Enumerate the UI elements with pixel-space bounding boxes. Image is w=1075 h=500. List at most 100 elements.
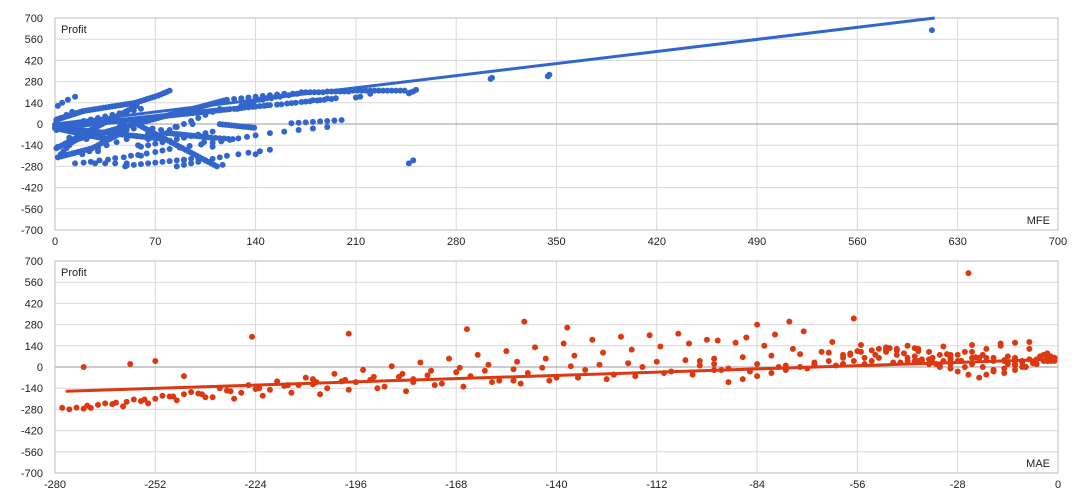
data-point bbox=[868, 357, 875, 364]
data-point bbox=[331, 117, 338, 124]
data-point bbox=[474, 351, 481, 358]
data-point bbox=[600, 349, 607, 356]
data-point bbox=[209, 108, 216, 115]
data-point bbox=[961, 348, 968, 355]
data-point bbox=[59, 404, 66, 411]
data-point bbox=[1004, 353, 1011, 360]
data-point bbox=[521, 318, 528, 325]
data-point bbox=[238, 389, 245, 396]
data-point bbox=[317, 118, 324, 125]
data-point bbox=[195, 114, 202, 121]
data-point bbox=[152, 149, 159, 156]
data-point bbox=[965, 270, 972, 277]
data-point bbox=[145, 136, 152, 143]
data-point bbox=[186, 142, 193, 149]
data-point bbox=[510, 366, 517, 373]
data-point bbox=[857, 342, 864, 349]
data-point bbox=[331, 370, 338, 377]
data-point bbox=[292, 99, 299, 106]
data-point bbox=[564, 324, 571, 331]
y-tick-label: -140 bbox=[21, 383, 43, 395]
data-point bbox=[172, 124, 179, 131]
data-point bbox=[143, 150, 150, 157]
data-point bbox=[345, 386, 352, 393]
data-point bbox=[979, 364, 986, 370]
data-point bbox=[256, 148, 263, 155]
data-point bbox=[127, 152, 134, 159]
data-point bbox=[223, 152, 230, 159]
data-point bbox=[532, 344, 539, 351]
data-point bbox=[976, 374, 983, 381]
data-point bbox=[198, 141, 205, 148]
data-point bbox=[302, 374, 309, 381]
data-point bbox=[244, 133, 251, 140]
data-point bbox=[180, 391, 187, 398]
data-point bbox=[149, 125, 156, 132]
data-point bbox=[209, 139, 216, 146]
data-point bbox=[872, 351, 879, 358]
data-point bbox=[768, 352, 775, 359]
data-point bbox=[915, 345, 922, 352]
data-point bbox=[539, 364, 546, 371]
data-point bbox=[397, 87, 404, 94]
data-point bbox=[249, 333, 256, 340]
data-point bbox=[209, 155, 216, 162]
data-point bbox=[868, 347, 875, 354]
data-point bbox=[646, 332, 653, 339]
data-point bbox=[166, 87, 173, 94]
data-point bbox=[485, 361, 492, 368]
data-point bbox=[961, 364, 968, 370]
y-tick-label: 420 bbox=[25, 55, 43, 67]
data-point bbox=[374, 385, 381, 392]
data-point bbox=[145, 400, 152, 407]
data-point bbox=[173, 163, 180, 170]
data-point bbox=[711, 360, 718, 367]
data-point bbox=[711, 355, 718, 362]
data-point bbox=[582, 367, 589, 374]
data-point bbox=[295, 119, 302, 126]
data-point bbox=[1001, 365, 1008, 372]
data-point bbox=[72, 160, 79, 167]
data-point bbox=[1026, 339, 1033, 346]
data-point bbox=[235, 135, 242, 142]
data-point bbox=[69, 108, 76, 115]
data-point bbox=[189, 121, 196, 127]
data-point bbox=[393, 87, 400, 94]
data-point bbox=[80, 364, 87, 370]
data-point bbox=[226, 136, 233, 143]
data-point bbox=[947, 351, 954, 358]
data-point bbox=[1040, 351, 1047, 358]
data-point bbox=[123, 398, 130, 405]
data-point bbox=[571, 352, 578, 359]
y-tick-label: -560 bbox=[21, 204, 43, 216]
data-point bbox=[428, 367, 435, 374]
data-point bbox=[725, 379, 732, 386]
x-tick-label: 70 bbox=[149, 236, 161, 248]
data-point bbox=[73, 404, 80, 411]
y-tick-label: -420 bbox=[21, 426, 43, 438]
data-point bbox=[768, 370, 775, 377]
data-point bbox=[352, 94, 359, 101]
data-point bbox=[307, 98, 314, 105]
x-tick-label: 210 bbox=[347, 236, 365, 248]
data-point bbox=[145, 160, 152, 167]
data-point bbox=[188, 133, 195, 140]
data-point bbox=[446, 355, 453, 362]
data-point bbox=[112, 160, 119, 167]
data-point bbox=[218, 138, 225, 145]
data-point bbox=[370, 373, 377, 380]
data-point bbox=[965, 371, 972, 378]
y-tick-label: 700 bbox=[25, 13, 43, 25]
data-point bbox=[188, 160, 195, 167]
data-point bbox=[133, 133, 140, 140]
data-point bbox=[797, 351, 804, 358]
data-point bbox=[302, 119, 309, 126]
data-point bbox=[208, 134, 215, 141]
data-point bbox=[936, 351, 943, 358]
data-point bbox=[904, 342, 911, 349]
data-point bbox=[739, 376, 746, 383]
data-point bbox=[338, 117, 345, 124]
data-point bbox=[284, 100, 291, 107]
y-tick-label: -280 bbox=[21, 404, 43, 416]
